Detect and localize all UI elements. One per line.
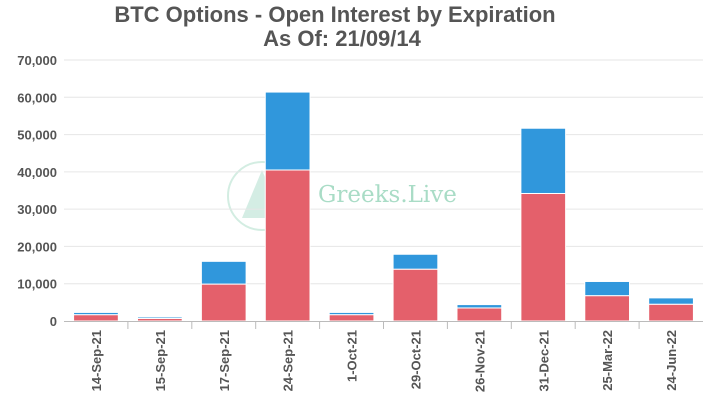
chart-subtitle: As Of: 21/09/14 [263, 26, 422, 51]
bar-segment [520, 192, 567, 322]
bar-segment [648, 303, 694, 322]
x-tick-label: 14-Sep-21 [89, 330, 104, 391]
bar-segment [264, 169, 311, 322]
bar-segment [584, 280, 631, 297]
bar-segment [456, 307, 503, 322]
x-tick-label: 1-Oct-21 [345, 330, 360, 382]
bar-segment [456, 304, 503, 309]
bar-segment [392, 253, 439, 270]
x-tick-label: 31-Dec-21 [536, 330, 551, 391]
bar-segment [136, 316, 183, 319]
x-tick-label: 15-Sep-21 [153, 330, 168, 391]
bar-segment [328, 314, 375, 322]
bar-segment [392, 268, 439, 322]
gridlines [64, 59, 703, 285]
y-tick-label: 20,000 [17, 239, 57, 254]
y-tick-label: 0 [50, 314, 57, 329]
y-axis: 0 10,000 20,000 30,000 40,000 50,000 60,000 70,… [17, 53, 57, 329]
bar-segment [328, 311, 375, 316]
bar-segment [648, 297, 694, 305]
bar-segment [73, 311, 119, 316]
y-tick-label: 70,000 [17, 53, 57, 68]
bar-segment [264, 91, 311, 171]
x-tick-label: 17-Sep-21 [217, 330, 232, 391]
x-tick-label: 25-Mar-22 [600, 330, 615, 391]
bar-segment [200, 260, 247, 285]
y-tick-label: 10,000 [17, 277, 57, 292]
x-tick-label: 26-Nov-21 [472, 330, 487, 392]
watermark-text: Greeks.Live [318, 182, 457, 208]
x-tick-label: 24-Sep-21 [281, 330, 296, 391]
bar-segment [520, 127, 567, 194]
y-tick-label: 60,000 [17, 90, 57, 105]
bar-segment [73, 314, 119, 322]
y-tick-label: 40,000 [17, 165, 57, 180]
x-tick-label: 29-Oct-21 [408, 330, 423, 389]
x-axis: 14-Sep-21 15-Sep-21 17-Sep-21 24-Sep-21 1-Oc… [89, 321, 679, 392]
bar-segment [200, 283, 247, 322]
bar-segment [584, 295, 631, 322]
y-tick-label: 30,000 [17, 202, 57, 217]
x-tick-label: 24-Jun-22 [664, 330, 679, 391]
y-tick-label: 50,000 [17, 128, 57, 143]
bars [73, 91, 694, 322]
chart-title: BTC Options - Open Interest by Expiratio… [114, 2, 555, 27]
